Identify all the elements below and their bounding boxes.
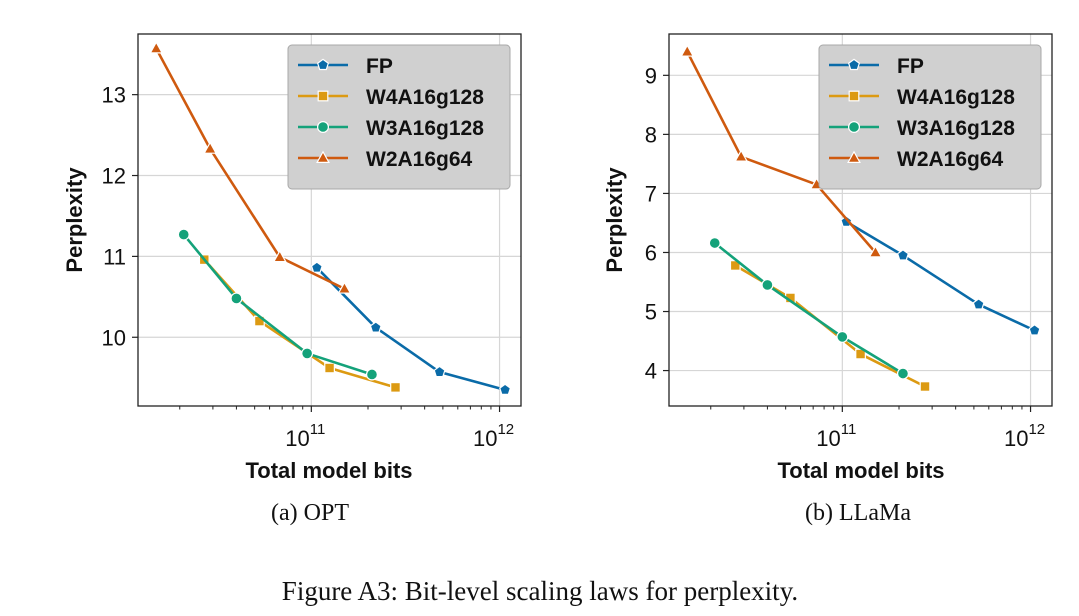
data-point-w3a16g128	[708, 237, 721, 250]
legend-label-w4a16g128: W4A16g128	[897, 86, 1015, 109]
legend-label-fp: FP	[897, 55, 924, 78]
data-point-w4a16g128	[390, 382, 401, 393]
legend-label-w4a16g128: W4A16g128	[366, 86, 484, 109]
data-point-w2a16g64	[337, 281, 352, 294]
data-point-fp	[896, 249, 910, 261]
series-line-w4a16g128	[203, 258, 396, 389]
data-point-w2a16g64	[149, 41, 164, 54]
legend-marker-w3a16g128	[847, 120, 860, 133]
y-tick-label: 13	[102, 83, 126, 108]
legend-marker-w4a16g128	[848, 90, 860, 102]
y-tick-label: 5	[645, 300, 657, 325]
data-point-w3a16g128	[365, 368, 378, 381]
y-axis-title: Perplexity	[62, 167, 87, 273]
data-point-w3a16g128	[836, 330, 849, 343]
series-line-w2a16g64	[686, 51, 877, 254]
legend-marker-fp	[316, 58, 330, 71]
y-tick-label: 12	[102, 164, 126, 189]
data-point-w2a16g64	[680, 44, 695, 57]
y-tick-label: 6	[645, 240, 657, 265]
llama-chart-panel: 4 5 6 7 8 9 1011 1012 FP W4A16g128 W3A16g128 W2A16…	[602, 33, 1053, 526]
data-point-w3a16g128	[301, 347, 314, 360]
data-point-w3a16g128	[230, 292, 243, 305]
legend-box	[818, 44, 1042, 190]
legend: FP W4A16g128 W3A16g128 W2A16g64	[818, 44, 1042, 190]
legend-marker-fp	[847, 58, 861, 71]
y-tick-label: 10	[102, 325, 126, 350]
data-point-w2a16g64	[203, 141, 218, 154]
subcaption: (a) OPT	[271, 500, 349, 526]
y-tick-label: 7	[645, 181, 657, 206]
data-point-w4a16g128	[324, 362, 335, 374]
data-point-fp	[1028, 324, 1041, 336]
legend-marker-w4a16g128	[317, 90, 329, 102]
data-point-fp	[433, 365, 446, 378]
series-line-fp	[845, 220, 1036, 332]
legend-label-w2a16g64: W2A16g64	[366, 148, 473, 171]
data-point-w2a16g64	[272, 249, 287, 263]
figure-caption: Figure A3: Bit-level scaling laws for pe…	[282, 576, 798, 606]
legend-label-w3a16g128: W3A16g128	[366, 117, 484, 140]
x-tick-label: 1011	[816, 421, 856, 451]
legend-marker-w2a16g64	[316, 150, 330, 163]
x-tick-label: 1012	[1004, 421, 1045, 451]
series-line-w3a16g128	[713, 242, 904, 375]
data-point-fp	[310, 261, 323, 273]
legend-label-w2a16g64: W2A16g64	[897, 148, 1004, 171]
x-tick-label: 1011	[285, 421, 325, 451]
legend-label-fp: FP	[366, 55, 393, 78]
legend-marker-w2a16g64	[847, 150, 861, 163]
data-point-w2a16g64	[868, 245, 883, 258]
data-point-fp	[369, 321, 382, 333]
y-tick-label: 9	[645, 63, 657, 88]
data-point-fp	[972, 298, 985, 310]
data-point-w4a16g128	[919, 381, 931, 392]
y-tick-label: 8	[645, 122, 657, 147]
x-axis-title: Total model bits	[245, 458, 412, 483]
x-tick-label: 1012	[473, 421, 514, 451]
plot-area-frame	[668, 33, 1053, 407]
legend: FP W4A16g128 W3A16g128 W2A16g64	[287, 44, 511, 190]
legend-box	[287, 44, 511, 190]
subcaption: (b) LLaMa	[805, 500, 911, 526]
y-axis-title: Perplexity	[602, 167, 627, 273]
data-point-w3a16g128	[177, 228, 190, 241]
data-point-fp	[499, 383, 512, 395]
y-tick-label: 11	[103, 244, 126, 269]
series-line-w2a16g64	[155, 47, 346, 290]
series-line-w3a16g128	[182, 233, 373, 376]
data-point-w3a16g128	[896, 367, 909, 380]
legend-marker-w3a16g128	[317, 120, 330, 133]
legend-label-w3a16g128: W3A16g128	[897, 117, 1015, 140]
plot-area-frame	[137, 33, 522, 407]
series-line-fp	[315, 266, 506, 392]
data-point-w2a16g64	[734, 149, 749, 162]
data-point-w3a16g128	[761, 278, 774, 291]
x-axis-title: Total model bits	[777, 458, 944, 483]
y-tick-label: 4	[645, 359, 657, 384]
